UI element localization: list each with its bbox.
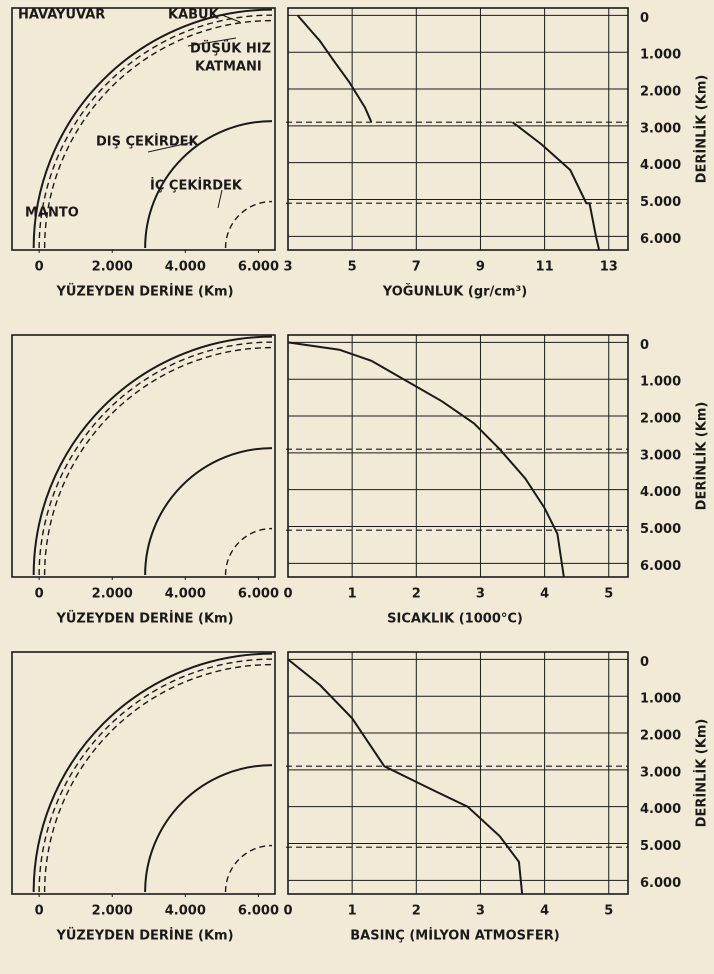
x-tick-label: 4.000: [165, 260, 206, 275]
y-tick-label: 4.000: [640, 485, 681, 500]
y-tick-label: 1.000: [640, 48, 681, 63]
y-tick-label: 4.000: [640, 158, 681, 173]
x-tick-label: 11: [536, 260, 554, 275]
y-tick-label: 0: [640, 655, 649, 670]
layer-label: KATMANI: [195, 60, 262, 75]
x-tick-label: 3: [476, 587, 485, 602]
x-axis-title: YÜZEYDEN DERİNE (Km): [55, 284, 233, 300]
profile-curve: [288, 342, 564, 577]
x-tick-label: 6.000: [238, 587, 279, 602]
y-tick-label: 1.000: [640, 375, 681, 390]
y-tick-label: 6.000: [640, 232, 681, 247]
y-tick-label: 6.000: [640, 559, 681, 574]
y-tick-label: 2.000: [640, 85, 681, 100]
x-tick-label: 6.000: [238, 904, 279, 919]
panel-frame: [12, 335, 275, 577]
layer-arc: [45, 665, 272, 892]
layer-arc: [34, 654, 272, 892]
x-tick-label: 4: [540, 587, 549, 602]
x-tick-label: 7: [412, 260, 421, 275]
y-tick-label: 0: [640, 11, 649, 26]
x-tick-label: 4: [540, 904, 549, 919]
layer-label: DÜŞÜK HIZ: [190, 41, 271, 57]
x-tick-label: 2.000: [92, 260, 133, 275]
x-tick-label: 2: [412, 904, 421, 919]
panel-frame: [12, 652, 275, 894]
layer-arc: [45, 348, 272, 575]
x-tick-label: 5: [604, 587, 613, 602]
y-axis-title: DERİNLİK (Km): [694, 75, 710, 184]
y-tick-label: 2.000: [640, 729, 681, 744]
profile-curve: [298, 15, 600, 250]
x-tick-label: 5: [348, 260, 357, 275]
y-tick-label: 5.000: [640, 839, 681, 854]
x-tick-label: 2: [412, 587, 421, 602]
layer-arc: [39, 659, 272, 892]
x-tick-label: 6.000: [238, 260, 279, 275]
panel-frame: [288, 335, 628, 577]
x-axis-title: YOĞUNLUK (gr/cm³): [382, 284, 527, 300]
x-axis-title: SICAKLIK (1000°C): [387, 612, 523, 627]
x-tick-label: 4.000: [165, 587, 206, 602]
profile-curve: [288, 659, 522, 894]
x-tick-label: 3: [283, 260, 292, 275]
x-axis-title: YÜZEYDEN DERİNE (Km): [55, 928, 233, 944]
y-tick-label: 3.000: [640, 121, 681, 136]
layer-label: KABUK: [168, 8, 220, 23]
x-tick-label: 1: [348, 587, 357, 602]
x-tick-label: 4.000: [165, 904, 206, 919]
y-tick-label: 1.000: [640, 692, 681, 707]
y-tick-label: 5.000: [640, 522, 681, 537]
earth-layers: [34, 654, 272, 892]
x-tick-label: 0: [35, 904, 44, 919]
figure: 0 2.000 4.000 6.000 YÜZEYDEN DERİNE (Km) HAVA…: [0, 0, 714, 974]
x-tick-label: 5: [604, 904, 613, 919]
y-axis-title: DERİNLİK (Km): [694, 402, 710, 511]
x-tick-label: 1: [348, 904, 357, 919]
y-tick-label: 5.000: [640, 195, 681, 210]
layer-arc: [226, 529, 272, 575]
layer-label: İÇ ÇEKİRDEK: [150, 178, 243, 194]
y-tick-label: 4.000: [640, 802, 681, 817]
y-tick-label: 2.000: [640, 412, 681, 427]
panel-frame: [288, 8, 628, 250]
x-tick-label: 9: [476, 260, 485, 275]
layer-label: DIŞ ÇEKİRDEK: [96, 134, 200, 150]
earth-layers: [34, 337, 272, 575]
x-tick-label: 0: [35, 260, 44, 275]
x-tick-label: 0: [35, 587, 44, 602]
y-axis-title: DERİNLİK (Km): [694, 719, 710, 828]
x-tick-label: 2.000: [92, 587, 133, 602]
layer-label: MANTO: [25, 206, 79, 221]
y-tick-label: 3.000: [640, 448, 681, 463]
x-axis-title: YÜZEYDEN DERİNE (Km): [55, 611, 233, 627]
x-tick-label: 3: [476, 904, 485, 919]
x-tick-label: 0: [283, 587, 292, 602]
layer-arc: [145, 448, 272, 575]
leader-line: [222, 15, 240, 22]
panel-frame: [288, 652, 628, 894]
layer-label: HAVAYUVAR: [18, 8, 105, 23]
layer-arc: [39, 342, 272, 575]
x-axis-title: BASINÇ (MİLYON ATMOSFER): [350, 928, 559, 944]
y-tick-label: 3.000: [640, 765, 681, 780]
layer-arc: [34, 337, 272, 575]
x-tick-label: 2.000: [92, 904, 133, 919]
x-tick-label: 13: [600, 260, 618, 275]
layer-arc: [226, 846, 272, 892]
y-tick-label: 6.000: [640, 876, 681, 891]
x-tick-label: 0: [283, 904, 292, 919]
layer-arc: [226, 202, 272, 248]
y-tick-label: 0: [640, 338, 649, 353]
layer-arc: [145, 765, 272, 892]
